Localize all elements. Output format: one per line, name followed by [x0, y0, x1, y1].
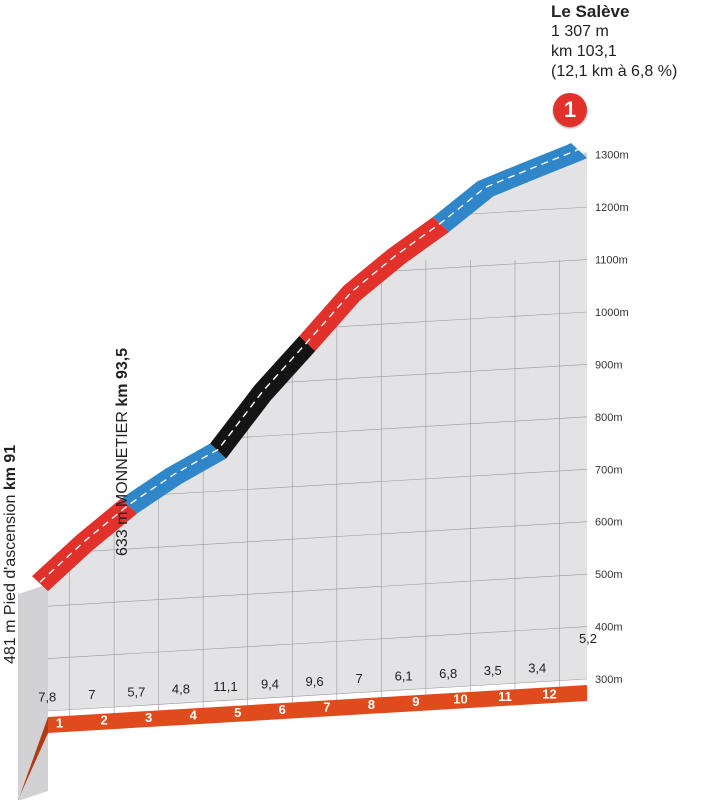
km-gradient-label: 4,8	[172, 682, 190, 697]
km-marker-label: 2	[100, 713, 107, 728]
km-marker-label: 7	[323, 699, 330, 714]
altitude-grid-line	[47, 573, 588, 607]
altitude-grid-line	[47, 521, 588, 555]
altitude-grid-line	[47, 626, 588, 659]
km-gradient-label: 3,5	[484, 663, 502, 678]
y-tick-label: 1200m	[595, 202, 629, 214]
summit-name: Le Salève	[551, 2, 630, 21]
monnetier-label-text: 633 m MONNETIER	[114, 411, 131, 556]
km-marker-label: 9	[412, 694, 419, 709]
summit-altitude: 1 307 m	[551, 23, 609, 40]
monnetier-label: 633 m MONNETIER km 93,5	[114, 348, 132, 556]
y-tick-label: 1300m	[595, 150, 629, 162]
y-tick-label: 1000m	[595, 307, 629, 319]
start-label: 481 m Pied d'ascension km 91	[2, 445, 20, 664]
y-tick-label: 900m	[595, 359, 623, 371]
gradient-segment-red	[299, 216, 449, 351]
km-gradient-label: 5,2	[579, 631, 597, 646]
monnetier-label-km: km 93,5	[114, 347, 131, 407]
start-label-km: km 91	[2, 444, 19, 491]
km-gradient-label: 9,4	[261, 676, 279, 691]
km-gradient-label: 7	[88, 687, 95, 702]
km-marker-label: 11	[498, 689, 512, 704]
y-tick-label: 700m	[595, 464, 623, 476]
km-gradient-label: 7,8	[38, 690, 56, 705]
summit-stats: (12,1 km à 6,8 %)	[551, 63, 678, 80]
km-gradient-label: 9,6	[306, 674, 324, 689]
climb-category-badge: 1	[553, 93, 587, 127]
km-marker-label: 1	[56, 715, 63, 730]
km-gradient-label: 3,4	[528, 661, 546, 676]
gradient-segment-blue	[432, 143, 587, 232]
y-tick-label: 600m	[595, 517, 623, 529]
start-label-text: 481 m Pied d'ascension	[2, 494, 19, 664]
km-gradient-label: 11,1	[213, 679, 237, 694]
km-marker-label: 6	[279, 702, 286, 717]
y-tick-label: 400m	[595, 622, 623, 634]
km-marker-label: 12	[542, 686, 556, 701]
km-marker-label: 8	[368, 697, 375, 712]
summit-info: Le Salève 1 307 m km 103,1 (12,1 km à 6,…	[551, 2, 711, 82]
gradient-segment-blue	[121, 443, 227, 514]
gradient-segment-black	[210, 335, 316, 459]
profile-fill	[48, 151, 587, 711]
y-tick-label: 1100m	[595, 255, 628, 267]
y-tick-label: 500m	[595, 569, 623, 581]
km-marker-label: 3	[145, 710, 152, 725]
gradient-segment-red	[32, 498, 138, 592]
km-marker-label: 5	[234, 705, 241, 720]
km-gradient-label: 7	[355, 671, 362, 686]
km-base-ribbon	[48, 685, 587, 733]
km-gradient-label: 5,7	[127, 684, 145, 699]
km-marker-label: 10	[453, 692, 467, 707]
route-dashed-line	[39, 148, 580, 583]
km-gradient-label: 6,1	[395, 669, 413, 684]
y-tick-label: 800m	[595, 412, 623, 424]
y-tick-label: 300m	[595, 674, 623, 686]
km-gradient-label: 6,8	[439, 666, 457, 681]
km-marker-label: 4	[190, 707, 198, 722]
altitude-grid-line	[47, 678, 588, 712]
sky-mask	[48, 0, 588, 585]
summit-km: km 103,1	[551, 43, 617, 60]
